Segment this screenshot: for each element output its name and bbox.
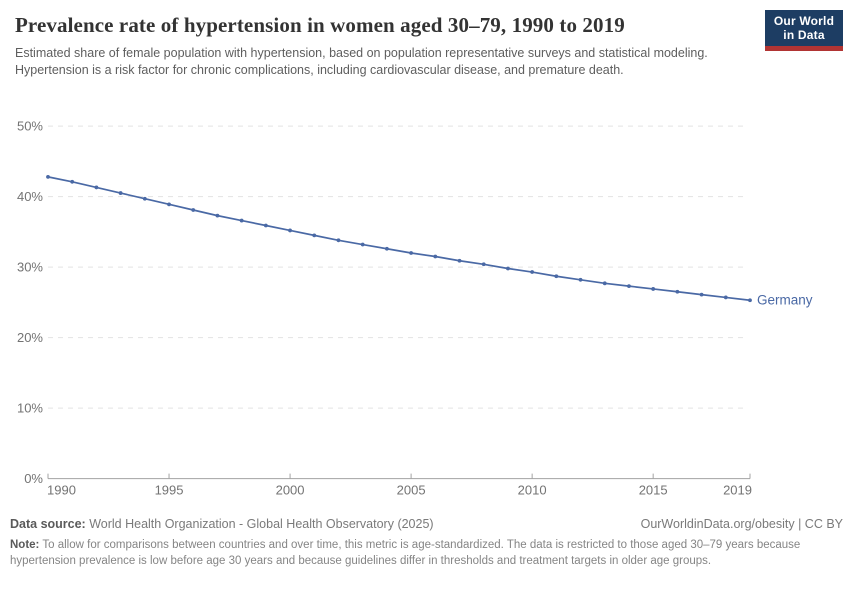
data-point[interactable] [215,213,220,218]
chart-subtitle: Estimated share of female population wit… [15,46,708,77]
data-point[interactable] [312,233,317,238]
data-point[interactable] [191,208,196,212]
data-point[interactable] [288,228,292,233]
y-axis-tick-label: 10% [17,401,43,416]
series-line[interactable] [47,176,751,302]
chart-header: Prevalence rate of hypertension in women… [15,12,835,78]
data-point[interactable] [675,289,680,294]
data-point[interactable] [506,266,510,271]
data-point[interactable] [46,174,50,179]
note-text: To allow for comparisons between countri… [10,539,801,567]
data-point[interactable] [167,202,171,207]
x-axis-tick-label: 2010 [518,483,547,498]
data-point[interactable] [627,284,631,289]
data-point[interactable] [70,179,75,184]
data-source-label: Data source: [10,517,86,531]
data-point[interactable] [336,238,341,243]
data-point[interactable] [239,218,244,223]
y-axis-tick-label: 20% [17,330,43,345]
data-source: Data source: World Health Organization -… [10,516,434,532]
data-point[interactable] [602,281,607,286]
source-row: Data source: World Health Organization -… [10,516,843,532]
y-axis-tick-label: 30% [17,260,43,275]
series-end-label[interactable]: Germany [757,293,813,308]
note-row: Note: To allow for comparisons between c… [10,538,842,569]
data-point[interactable] [481,262,486,267]
data-point[interactable] [263,223,268,228]
chart-footer: Data source: World Health Organization -… [10,516,843,569]
data-point[interactable] [457,258,462,263]
data-point[interactable] [360,242,365,247]
data-point[interactable] [530,270,535,274]
note-label: Note: [10,539,40,551]
data-point[interactable] [651,287,656,291]
owid-logo-line2: in Data [783,28,825,42]
data-point[interactable] [94,185,99,190]
x-axis-tick-label: 2000 [276,483,305,498]
x-axis-tick-label: 1990 [47,483,76,498]
y-axis-tick-label: 40% [17,189,43,204]
data-point[interactable] [433,254,438,259]
x-axis-tick-label: 1995 [155,483,184,498]
data-source-text: World Health Organization - Global Healt… [85,517,434,531]
owid-logo[interactable]: Our World in Data [765,10,843,51]
data-point[interactable] [118,191,123,195]
x-axis-tick-label: 2005 [397,483,426,498]
data-point[interactable] [554,274,559,279]
data-point[interactable] [578,277,583,282]
data-point[interactable] [748,298,752,303]
y-axis-tick-label: 0% [24,471,43,486]
attribution-link[interactable]: OurWorldinData.org/obesity | CC BY [640,517,843,531]
x-axis-tick-label: 2019 [723,483,752,498]
data-point[interactable] [409,251,414,255]
owid-logo-line1: Our World [773,14,835,28]
data-point[interactable] [384,246,389,251]
data-point[interactable] [142,196,147,201]
y-axis-tick-label: 50% [17,119,43,134]
x-axis-tick-label: 2015 [639,483,668,498]
chart-title: Prevalence rate of hypertension in women… [15,13,625,37]
data-point[interactable] [723,295,728,300]
data-point[interactable] [699,292,704,297]
